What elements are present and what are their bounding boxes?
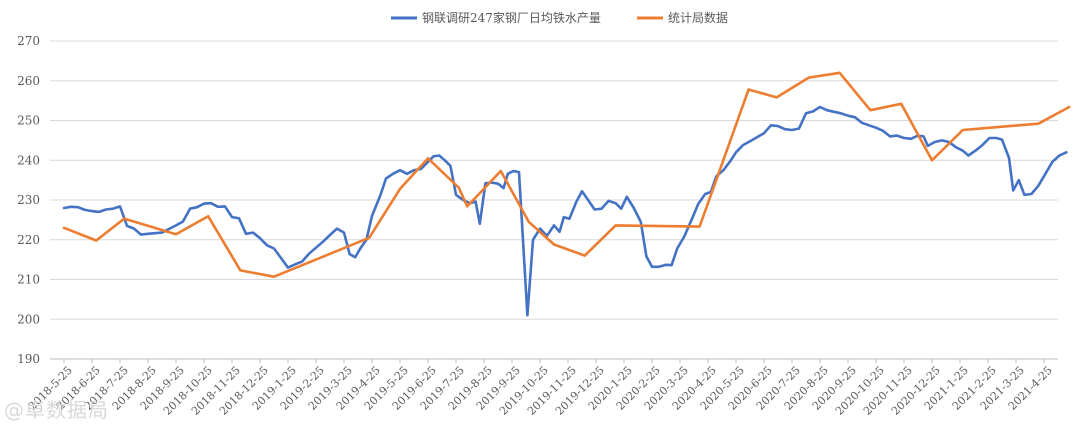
series-line-1 [62, 71, 1071, 278]
y-tick-label: 210 [17, 273, 40, 287]
watermark: @卓数据局 [4, 398, 109, 422]
gridlines [50, 40, 1058, 360]
y-tick-label: 230 [17, 193, 40, 207]
series-line-0 [62, 105, 1068, 317]
legend-label: 统计局数据 [668, 10, 728, 25]
legend-label: 钢联调研247家钢厂日均铁水产量 [422, 10, 601, 25]
y-tick-label: 220 [17, 233, 40, 247]
x-axis: 2018-5-252018-6-252018-7-252018-8-252018… [26, 359, 1055, 418]
legend: 钢联调研247家钢厂日均铁水产量 统计局数据 [391, 10, 728, 25]
y-tick-label: 260 [17, 74, 40, 88]
y-axis: 190 200 210 220 230 240 250 260 270 [17, 34, 40, 366]
y-tick-label: 240 [17, 153, 40, 167]
y-tick-label: 250 [17, 114, 40, 128]
series-lines [62, 71, 1071, 317]
y-tick-label: 190 [17, 352, 40, 366]
y-tick-label: 270 [17, 34, 40, 48]
y-tick-label: 200 [17, 312, 40, 326]
